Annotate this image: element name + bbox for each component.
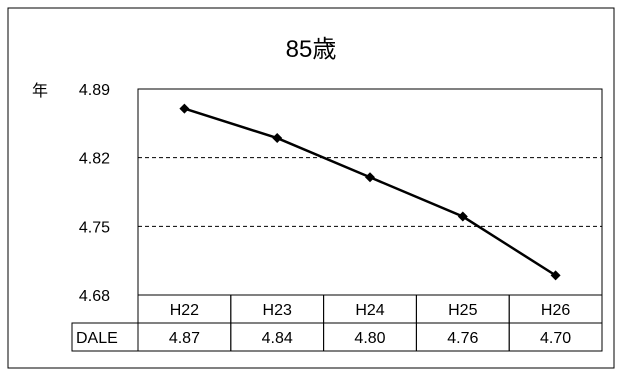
table-value-label: 4.70: [540, 330, 571, 347]
y-tick-label: 4.89: [79, 82, 110, 99]
data-point-marker: [457, 211, 468, 222]
y-tick-label: 4.75: [79, 219, 110, 236]
data-point-marker: [179, 103, 190, 114]
table-row-label: DALE: [76, 330, 118, 347]
table-value-label: 4.87: [169, 330, 200, 347]
y-tick-label: 4.68: [79, 288, 110, 305]
x-category-label: H25: [448, 302, 477, 319]
table-value-label: 4.84: [262, 330, 293, 347]
series-line-group: [179, 103, 561, 281]
x-category-label: H24: [355, 302, 384, 319]
data-point-marker: [550, 270, 561, 281]
chart-outer-border: [7, 7, 615, 369]
table-value-label: 4.80: [354, 330, 385, 347]
chart-title: 85歳: [286, 36, 337, 63]
x-category-label: H26: [541, 302, 570, 319]
data-point-marker: [365, 172, 375, 183]
y-tick-label: 4.82: [79, 151, 110, 168]
y-axis-label: 年: [32, 82, 48, 100]
y-tick-labels: 4.89 4.82 4.75 4.68: [79, 82, 110, 305]
data-point-marker: [272, 133, 283, 144]
table-value-label: 4.76: [447, 330, 478, 347]
grid-lines: [138, 157, 602, 227]
data-table: H22 H23 H24 H25 H26 DALE 4.87 4.84 4.80 4.76 4.70: [71, 294, 603, 352]
x-category-label: H23: [263, 302, 292, 319]
x-category-label: H22: [170, 302, 199, 319]
table-value-cell: [508, 322, 603, 352]
